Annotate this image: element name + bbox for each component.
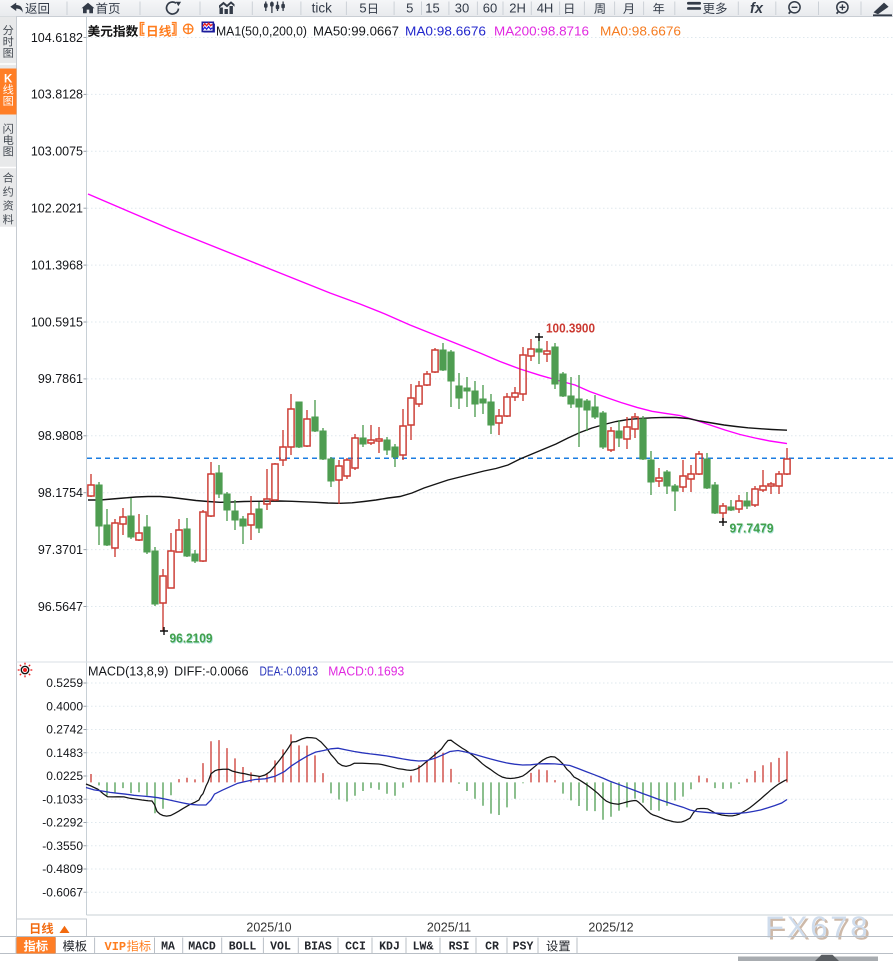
- svg-text:FX678: FX678: [765, 910, 870, 945]
- svg-text:-0.6067: -0.6067: [42, 885, 83, 899]
- svg-text:5: 5: [406, 1, 413, 16]
- svg-text:0.5259: 0.5259: [46, 676, 83, 690]
- svg-text:MA200:98.8716: MA200:98.8716: [494, 24, 589, 39]
- svg-text:2025/11: 2025/11: [427, 921, 471, 935]
- svg-text:MACD(13,8,9): MACD(13,8,9): [88, 664, 169, 679]
- svg-text:103.0075: 103.0075: [31, 145, 83, 159]
- svg-text:0.1483: 0.1483: [46, 746, 83, 760]
- svg-text:0.4000: 0.4000: [46, 699, 83, 713]
- svg-text:103.8128: 103.8128: [31, 88, 83, 102]
- svg-text:98.9808: 98.9808: [38, 429, 83, 443]
- svg-text:fx: fx: [750, 1, 764, 17]
- svg-text:KDJ: KDJ: [379, 941, 400, 954]
- svg-text:102.2021: 102.2021: [31, 202, 83, 216]
- svg-text:MACD:0.1693: MACD:0.1693: [328, 664, 404, 679]
- svg-text:99.7861: 99.7861: [38, 372, 83, 386]
- svg-text:MACD: MACD: [188, 941, 216, 954]
- svg-text:-0.4809: -0.4809: [42, 862, 83, 876]
- svg-text:PSY: PSY: [513, 941, 534, 954]
- svg-text:LW&: LW&: [413, 941, 434, 954]
- svg-text:97.3701: 97.3701: [38, 543, 83, 557]
- svg-text:97.7479: 97.7479: [730, 522, 774, 536]
- svg-text:5: 5: [359, 1, 366, 16]
- svg-text:CCI: CCI: [345, 941, 366, 954]
- svg-text:MA: MA: [161, 941, 175, 954]
- svg-text:100.5915: 100.5915: [31, 315, 83, 329]
- svg-text:-0.3550: -0.3550: [42, 839, 83, 853]
- svg-text:2H: 2H: [509, 1, 526, 16]
- svg-text:104.6182: 104.6182: [31, 31, 83, 45]
- svg-text:101.3968: 101.3968: [31, 258, 83, 272]
- svg-text:MA0:98.6676: MA0:98.6676: [600, 24, 681, 39]
- svg-text:VOL: VOL: [270, 941, 291, 954]
- svg-text:96.2109: 96.2109: [170, 632, 213, 646]
- svg-text:K: K: [4, 73, 13, 85]
- svg-text:15: 15: [425, 1, 439, 16]
- svg-text:MA50:99.0667: MA50:99.0667: [313, 24, 399, 39]
- svg-text:98.1754: 98.1754: [38, 486, 83, 500]
- svg-text:-0.2292: -0.2292: [42, 816, 83, 830]
- svg-text:-0.1033: -0.1033: [42, 792, 83, 806]
- svg-text:DEA:-0.0913: DEA:-0.0913: [260, 664, 319, 679]
- svg-text:2025/12: 2025/12: [588, 921, 633, 935]
- svg-text:BOLL: BOLL: [229, 941, 257, 954]
- svg-text:30: 30: [455, 1, 469, 16]
- svg-text:97.7479: 97.7479: [730, 522, 774, 536]
- svg-text:RSI: RSI: [449, 941, 470, 954]
- svg-text:FX678: FX678: [768, 912, 873, 947]
- svg-text:4H: 4H: [537, 1, 554, 16]
- svg-text:96.5647: 96.5647: [38, 600, 83, 614]
- svg-text:100.3900: 100.3900: [546, 322, 595, 336]
- svg-text:tick: tick: [312, 1, 333, 16]
- svg-text:DIFF:-0.0066: DIFF:-0.0066: [174, 664, 249, 679]
- svg-text:MA1(50,0,200,0): MA1(50,0,200,0): [216, 24, 307, 39]
- svg-text:2025/10: 2025/10: [246, 921, 291, 935]
- svg-text:96.2109: 96.2109: [170, 632, 213, 646]
- svg-text:0.2742: 0.2742: [46, 723, 83, 737]
- svg-text:0.0225: 0.0225: [46, 769, 83, 783]
- svg-text:VIP: VIP: [105, 940, 127, 954]
- svg-text:60: 60: [483, 1, 497, 16]
- svg-text:CR: CR: [485, 941, 499, 954]
- svg-text:MA0:98.6676: MA0:98.6676: [405, 24, 486, 39]
- svg-text:BIAS: BIAS: [304, 941, 332, 954]
